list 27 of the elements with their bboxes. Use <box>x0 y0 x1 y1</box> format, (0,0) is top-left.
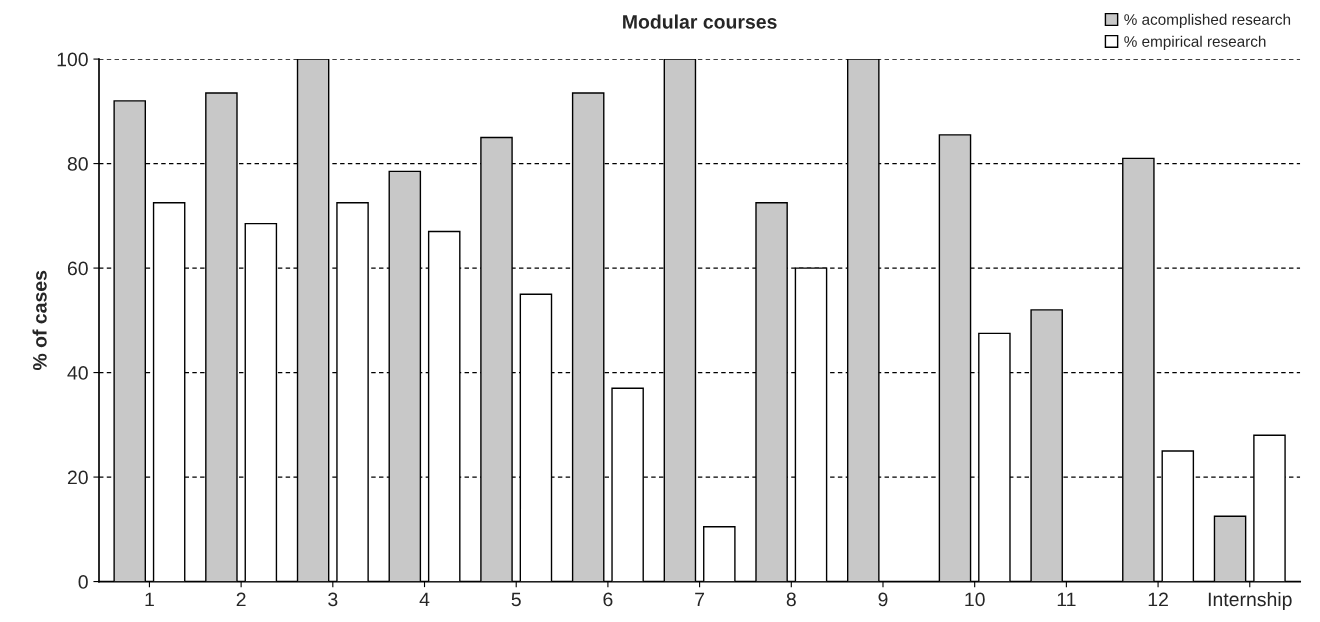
y-tick-label: 40 <box>67 366 88 380</box>
bar <box>663 59 697 582</box>
y-axis-title: % of cases <box>32 270 47 371</box>
x-tick-label: 2 <box>236 592 246 607</box>
legend-label: % empirical research <box>1124 35 1266 50</box>
bar <box>703 526 736 582</box>
x-tick-label: 8 <box>786 592 796 607</box>
bar <box>1213 515 1247 582</box>
y-tick-label: 60 <box>67 261 88 276</box>
y-tick-label: 20 <box>67 470 88 485</box>
x-tick-label: 9 <box>878 592 888 607</box>
bar <box>938 134 972 582</box>
x-tick-label: Internship <box>1208 591 1292 611</box>
x-tick-label: 1 <box>145 592 154 607</box>
x-tick-label: 12 <box>1148 592 1168 607</box>
x-tick-label: 7 <box>695 592 705 607</box>
x-tick-label: 3 <box>328 592 338 607</box>
x-tick-label: 6 <box>603 592 613 607</box>
y-tick-label: 0 <box>78 575 88 589</box>
x-tick-label: 4 <box>419 592 430 607</box>
y-tick-label: 80 <box>67 157 88 171</box>
chart-title: Modular courses <box>623 14 777 29</box>
x-tick-label: 11 <box>1057 592 1076 607</box>
y-tick-label: 100 <box>57 52 88 67</box>
x-tick-label: 5 <box>511 592 521 607</box>
x-tick-label: 10 <box>965 592 985 607</box>
legend-label: % acomplished research <box>1124 13 1291 28</box>
